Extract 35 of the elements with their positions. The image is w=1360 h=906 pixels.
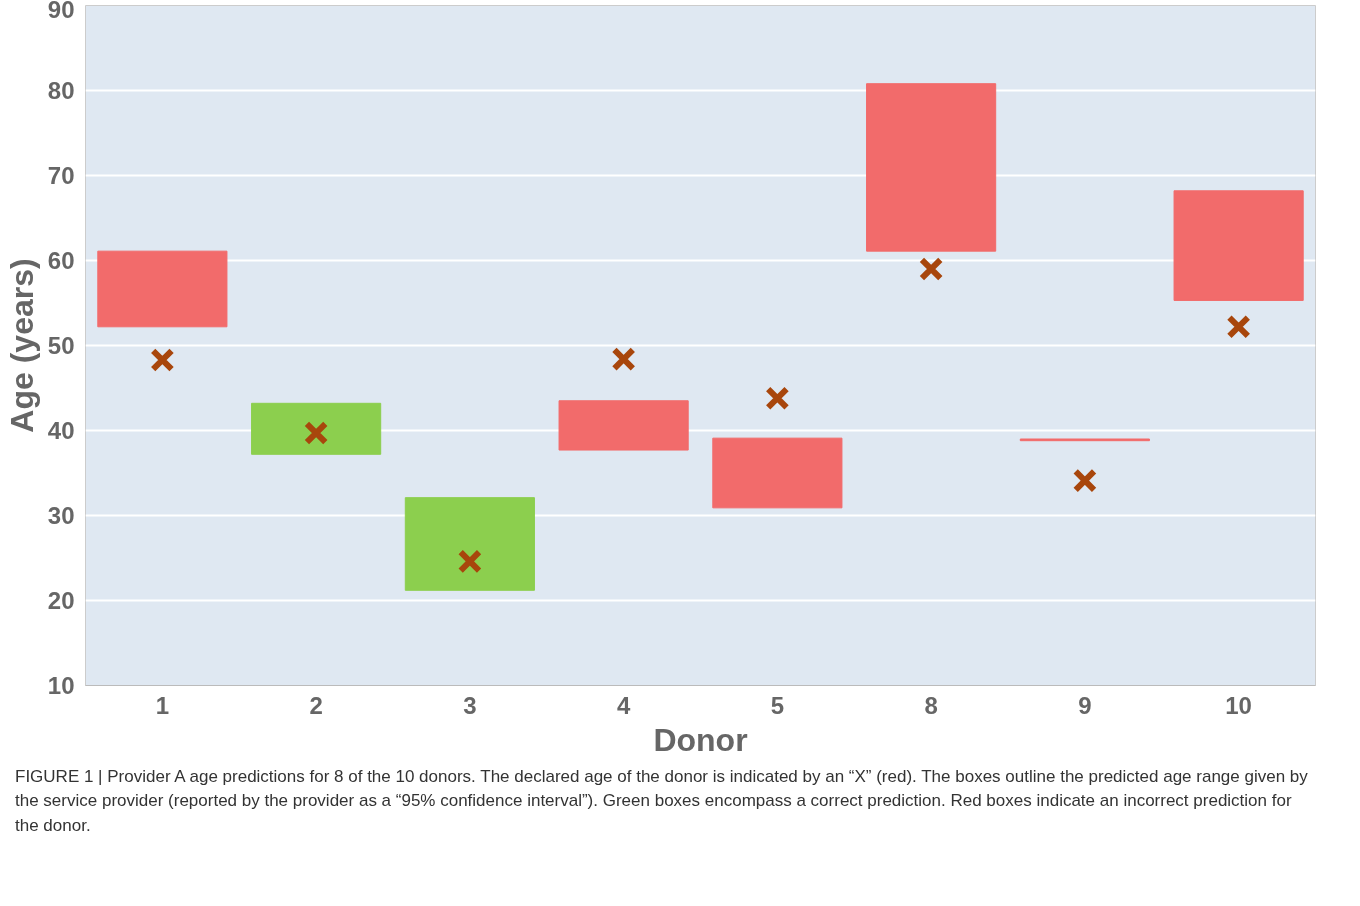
y-tick-label: 70 xyxy=(47,162,75,189)
bar xyxy=(404,497,535,591)
bar xyxy=(1173,190,1304,301)
x-tick-label: 8 xyxy=(924,691,938,719)
point xyxy=(918,256,944,282)
y-tick-label: 90 xyxy=(47,0,75,23)
x-axis-title: Donor xyxy=(653,721,748,758)
point xyxy=(150,347,175,373)
y-tick-label: 30 xyxy=(47,502,75,529)
point xyxy=(303,420,329,446)
point xyxy=(765,386,790,411)
bar xyxy=(251,402,382,455)
x-tick-label: 1 xyxy=(155,691,170,719)
point xyxy=(457,549,483,574)
x-tick-label: 2 xyxy=(309,691,323,719)
y-tick-label: 10 xyxy=(47,672,75,699)
x-tick-label: 3 xyxy=(463,691,477,719)
x-tick-label: 9 xyxy=(1078,691,1092,719)
x-tick-label: 4 xyxy=(616,691,631,719)
bar xyxy=(558,400,689,451)
bar xyxy=(866,83,997,252)
y-tick-label: 80 xyxy=(47,77,75,104)
x-tick-label: 10 xyxy=(1225,691,1252,719)
bar xyxy=(97,250,228,328)
y-tick-label: 60 xyxy=(47,247,75,274)
x-tick-label: 5 xyxy=(770,691,785,719)
y-tick-label: 40 xyxy=(47,417,75,444)
point xyxy=(1072,468,1098,493)
bar xyxy=(712,437,843,509)
point xyxy=(611,346,636,372)
point xyxy=(1226,314,1251,339)
caption: FIGURE 1 | Provider A age predictions for 8 of the 10 donors. The declared age of the donor is indicated by an “X” (red). The boxes outline the predicted age range given by the service provider (reported by the provider as a “95% confidence interval”). Green boxes encompass a correct prediction. Red boxes indicate an incorrect prediction for the donor. xyxy=(15,766,1309,837)
y-axis-title: Age (years) xyxy=(3,258,40,433)
y-tick-label: 20 xyxy=(47,587,75,614)
y-tick-label: 50 xyxy=(47,332,75,359)
